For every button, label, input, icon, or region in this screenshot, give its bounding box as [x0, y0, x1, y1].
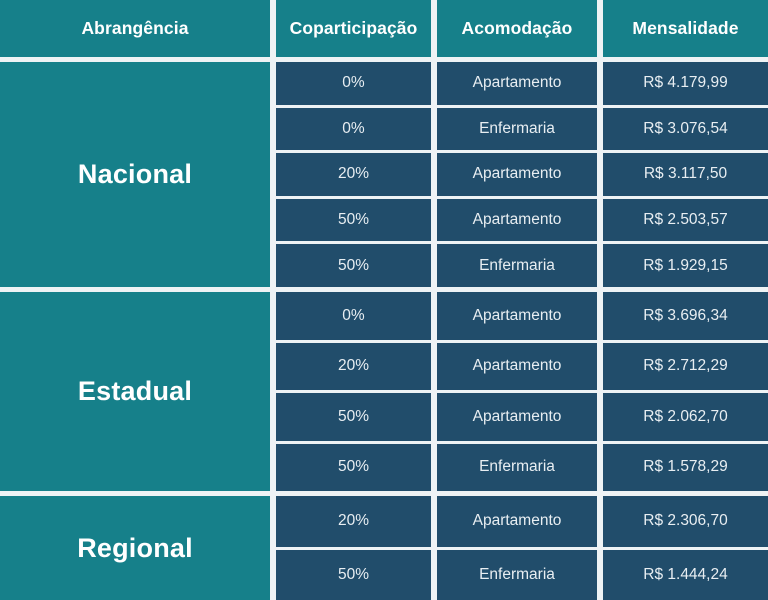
cell-coparticipacao: 50%: [276, 549, 431, 600]
cell-mensalidade: R$ 1.444,24: [603, 549, 768, 600]
column-header-acomodacao: Acomodação: [437, 0, 597, 57]
group-label-estadual: Estadual: [0, 292, 270, 491]
cell-coparticipacao: 20%: [276, 496, 431, 547]
section-regional: Regional 20% Apartamento R$ 2.306,70 50%…: [0, 496, 768, 600]
column-header-abrangencia: Abrangência: [0, 0, 270, 57]
column-header-mensalidade: Mensalidade: [603, 0, 768, 57]
cell-coparticipacao: 20%: [276, 342, 431, 390]
group-label-nacional: Nacional: [0, 62, 270, 287]
cell-coparticipacao: 50%: [276, 198, 431, 242]
cell-mensalidade: R$ 2.712,29: [603, 342, 768, 390]
cell-acomodacao: Apartamento: [437, 198, 597, 242]
table-header-row: Abrangência Coparticipação Acomodação Me…: [0, 0, 768, 57]
cell-coparticipacao: 0%: [276, 62, 431, 105]
group-label-regional: Regional: [0, 496, 270, 600]
cell-mensalidade: R$ 1.578,29: [603, 443, 768, 491]
cell-coparticipacao: 50%: [276, 443, 431, 491]
column-header-coparticipacao: Coparticipação: [276, 0, 431, 57]
cell-coparticipacao: 0%: [276, 292, 431, 340]
cell-acomodacao: Enfermaria: [437, 244, 597, 287]
cell-coparticipacao: 20%: [276, 153, 431, 196]
cell-mensalidade: R$ 3.117,50: [603, 153, 768, 196]
cell-acomodacao: Apartamento: [437, 496, 597, 547]
section-nacional: Nacional 0% Apartamento R$ 4.179,99 0% E…: [0, 62, 768, 287]
cell-acomodacao: Apartamento: [437, 342, 597, 390]
cell-acomodacao: Enfermaria: [437, 107, 597, 151]
section-estadual: Estadual 0% Apartamento R$ 3.696,34 20% …: [0, 292, 768, 491]
cell-mensalidade: R$ 2.306,70: [603, 496, 768, 547]
cell-coparticipacao: 0%: [276, 107, 431, 151]
cell-mensalidade: R$ 3.076,54: [603, 107, 768, 151]
cell-coparticipacao: 50%: [276, 393, 431, 441]
cell-acomodacao: Enfermaria: [437, 443, 597, 491]
cell-mensalidade: R$ 1.929,15: [603, 244, 768, 287]
cell-coparticipacao: 50%: [276, 244, 431, 287]
cell-acomodacao: Apartamento: [437, 393, 597, 441]
cell-mensalidade: R$ 2.503,57: [603, 198, 768, 242]
cell-mensalidade: R$ 2.062,70: [603, 393, 768, 441]
cell-acomodacao: Apartamento: [437, 153, 597, 196]
cell-acomodacao: Apartamento: [437, 292, 597, 340]
cell-mensalidade: R$ 3.696,34: [603, 292, 768, 340]
cell-mensalidade: R$ 4.179,99: [603, 62, 768, 105]
cell-acomodacao: Apartamento: [437, 62, 597, 105]
cell-acomodacao: Enfermaria: [437, 549, 597, 600]
